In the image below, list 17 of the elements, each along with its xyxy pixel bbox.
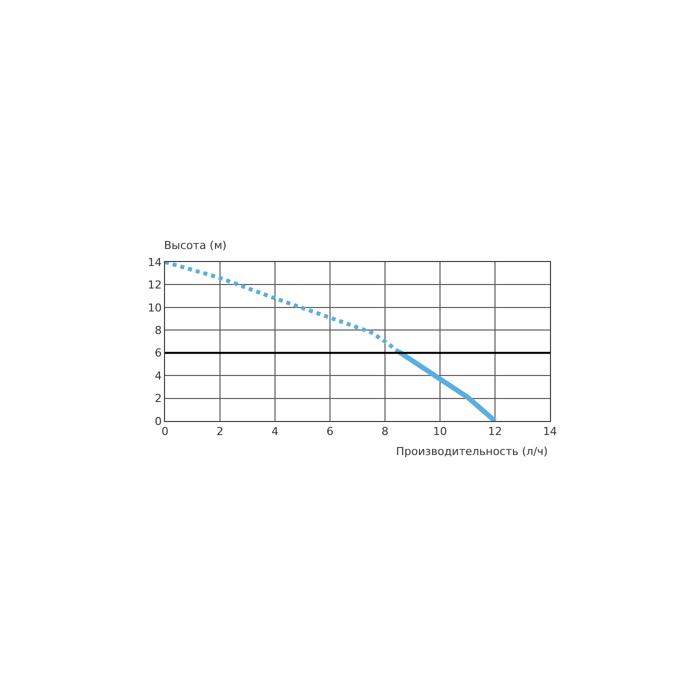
x-axis-title: Производительность (л/ч) [396, 445, 548, 458]
x-tick-label: 12 [488, 425, 502, 438]
y-tick-label: 8 [154, 324, 162, 337]
y-tick-label: 14 [148, 256, 162, 269]
y-tick-label: 6 [154, 346, 162, 360]
y-tick-label: 4 [154, 369, 162, 382]
y-axis-title: Высота (м) [164, 239, 227, 252]
x-tick-label: 10 [433, 425, 447, 438]
y-tick-label: 12 [148, 278, 162, 292]
y-tick-label: 10 [148, 301, 162, 314]
y-tick-label: 0 [154, 414, 162, 428]
y-tick-label: 2 [154, 392, 162, 406]
x-tick-label: 6 [326, 425, 334, 438]
x-tick-label: 8 [382, 425, 388, 438]
x-tick-label: 14 [543, 425, 557, 438]
x-tick-label: 2 [216, 425, 224, 438]
x-tick-label: 4 [272, 425, 278, 438]
